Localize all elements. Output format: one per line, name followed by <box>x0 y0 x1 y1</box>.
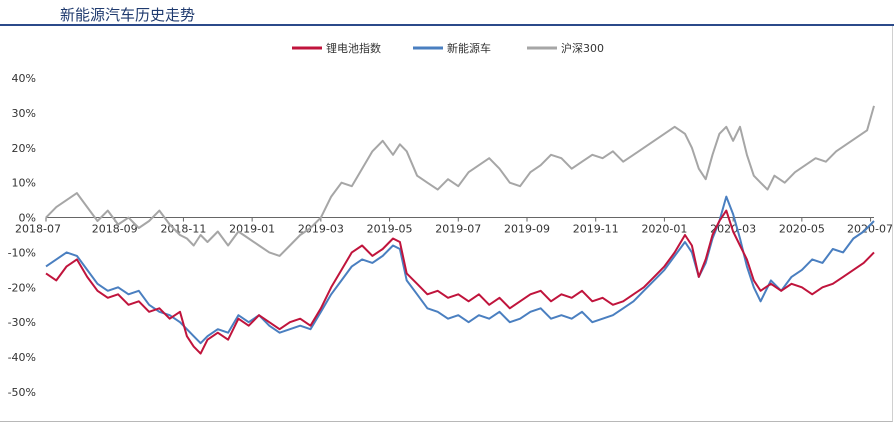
x-tick-label: 2019-05 <box>367 223 413 236</box>
chart-legend: 锂电池指数 新能源车 沪深300 <box>292 41 604 55</box>
x-tick-label: 2019-11 <box>573 223 619 236</box>
x-tick-label: 2020-07 <box>847 223 893 236</box>
header-rule <box>0 24 894 26</box>
legend-label-2: 沪深300 <box>561 41 604 55</box>
y-tick-label: 10% <box>12 177 36 190</box>
y-tick-label: 20% <box>12 142 36 155</box>
page-title: 新能源汽车历史走势 <box>60 6 196 24</box>
x-tick-label: 2019-09 <box>504 223 550 236</box>
x-tick-label: 2020-05 <box>779 223 825 236</box>
legend-label-0: 锂电池指数 <box>326 41 381 55</box>
x-tick-label: 2020-01 <box>641 223 687 236</box>
series-layer <box>45 105 875 355</box>
x-tick-label: 2018-07 <box>15 223 61 236</box>
y-tick-label: -30% <box>8 316 36 329</box>
x-tick-label: 2018-09 <box>92 223 138 236</box>
x-tick-label: 2018-11 <box>160 223 206 236</box>
y-tick-label: 30% <box>12 107 36 120</box>
y-tick-label: -50% <box>8 386 36 399</box>
x-tick-label: 2019-03 <box>298 223 344 236</box>
x-tick-label: 2019-07 <box>435 223 481 236</box>
x-axis: 2018-07 2018-09 2018-11 2019-01 2019-03 2019-… <box>15 217 893 236</box>
series-line-2 <box>45 105 875 257</box>
chart-border <box>0 26 893 422</box>
y-tick-label: -40% <box>8 351 36 364</box>
y-tick-label: 40% <box>12 72 36 85</box>
series-line-0 <box>45 209 875 355</box>
legend-label-1: 新能源车 <box>447 41 491 55</box>
y-tick-label: -20% <box>8 281 36 294</box>
header-bar: 新能源汽车历史走势 <box>0 0 894 26</box>
y-axis: 40% 30% 20% 10% 0% -10% -20% -30% -40% -50% <box>8 72 36 399</box>
line-chart: 锂电池指数 新能源车 沪深300 40% 30% 20% 10% 0% -10% -20% -30… <box>8 41 893 399</box>
y-tick-label: 0% <box>19 212 36 225</box>
y-tick-label: -10% <box>8 246 36 259</box>
